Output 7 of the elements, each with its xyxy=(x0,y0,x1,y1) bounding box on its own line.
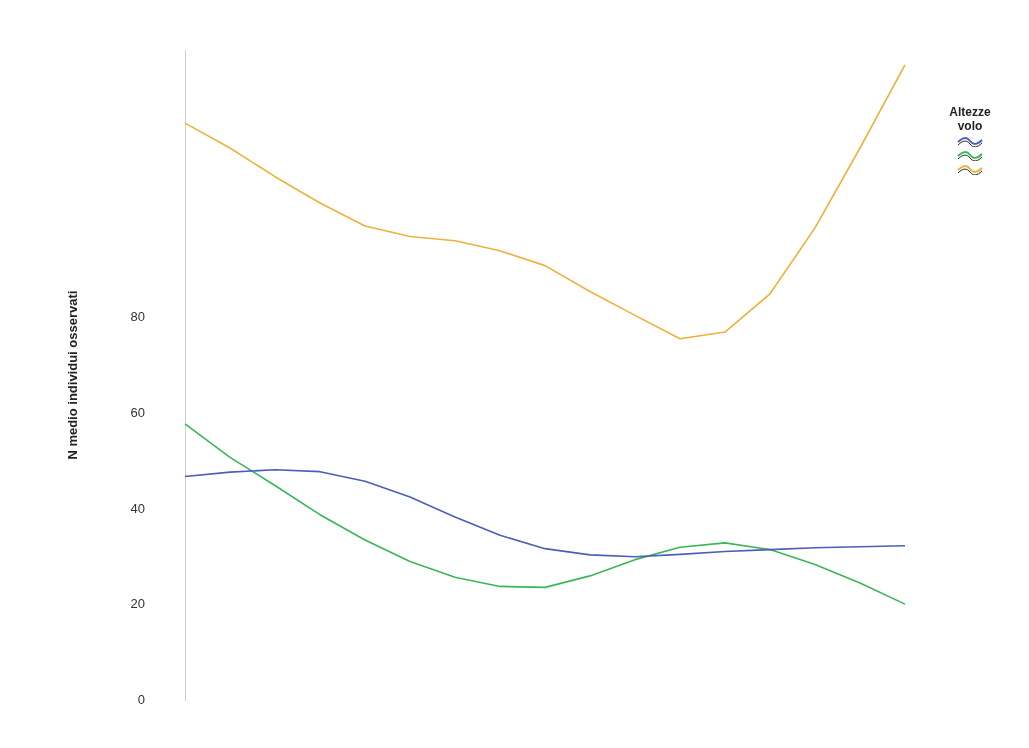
y-tick-label: 40 xyxy=(130,500,145,516)
y-tick-label: 80 xyxy=(130,309,145,325)
legend-title: Altezze volo xyxy=(948,105,992,133)
y-tick-label: 20 xyxy=(130,596,145,612)
y-tick-label: 60 xyxy=(130,404,145,420)
y-tick-label: 0 xyxy=(137,691,145,707)
y-axis-title: N medio individui osservati xyxy=(65,290,81,460)
